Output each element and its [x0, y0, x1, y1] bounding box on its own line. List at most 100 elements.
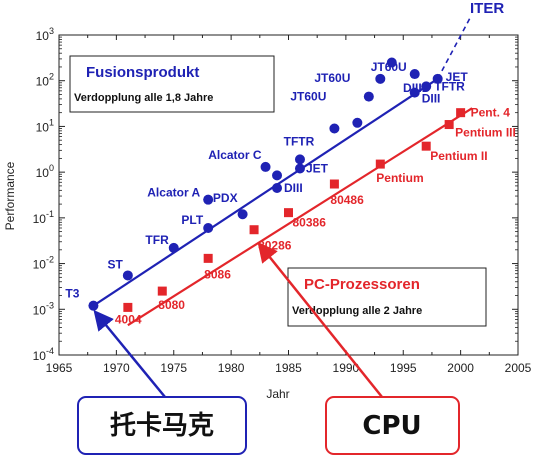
fusion-point	[352, 117, 363, 128]
fusion-point	[409, 69, 420, 80]
fusion-point-label: JT60U	[371, 60, 407, 74]
cpu-legend-subtitle: Verdopplung alle 2 Jahre	[292, 305, 422, 317]
cpu-point	[444, 120, 454, 130]
fusion-point-label: JET	[306, 162, 329, 176]
y-tick-exponent: 2	[49, 72, 54, 82]
fusion-point	[294, 163, 305, 174]
x-tick-label: 1985	[275, 361, 302, 375]
fusion-point-label: JT60U	[290, 90, 326, 104]
cpu-point	[329, 179, 339, 189]
y-tick-label: 10-3	[33, 300, 54, 317]
fusion-point	[203, 222, 214, 233]
y-tick-exponent: -4	[46, 346, 54, 356]
fusion-point	[272, 170, 283, 181]
cpu-point-label: 80386	[293, 216, 327, 230]
x-tick-label: 1990	[333, 361, 360, 375]
x-axis-title: Jahr	[266, 387, 289, 401]
y-tick-base: 10	[36, 29, 50, 43]
fusion-trend-line	[92, 77, 439, 307]
y-tick-base: 10	[33, 258, 47, 272]
y-tick-exponent: -1	[46, 209, 54, 219]
cpu-callout-label: CPU	[362, 411, 421, 441]
cpu-point-label: 8080	[158, 298, 185, 312]
tokamak-callout-box	[77, 396, 247, 455]
fusion-point	[329, 123, 340, 134]
fusion-point	[260, 161, 271, 172]
y-tick-exponent: -3	[46, 300, 54, 310]
cpu-trend-line	[127, 107, 473, 327]
fusion-legend-box	[69, 55, 275, 113]
y-tick-label: 103	[36, 26, 54, 43]
fusion-annotation: DIIID	[403, 81, 431, 95]
cpu-legend-box	[287, 267, 487, 327]
cpu-point-label: 4004	[115, 312, 142, 326]
fusion-point	[203, 194, 214, 205]
fusion-point	[294, 154, 305, 165]
fusion-point	[432, 73, 443, 84]
y-tick-base: 10	[36, 75, 50, 89]
y-tick-base: 10	[33, 303, 47, 317]
fusion-point	[272, 182, 283, 193]
y-tick-base: 10	[33, 212, 47, 226]
fusion-point-label: T3	[65, 287, 79, 301]
cpu-series: 400480808086802868038680486PentiumPentiu…	[115, 106, 516, 327]
fusion-point-label: DIII	[284, 181, 303, 195]
fusion-point	[363, 91, 374, 102]
cpu-point-label: 8086	[204, 267, 231, 281]
y-tick-label: 10-4	[33, 346, 54, 363]
fusion-legend-title: Fusionsprodukt	[86, 64, 199, 81]
y-tick-label: 102	[36, 72, 54, 89]
fusion-point	[237, 209, 248, 220]
fusion-point-label: TFTR	[434, 79, 465, 93]
y-tick-label: 101	[36, 117, 54, 134]
fusion-point	[375, 73, 386, 84]
fusion-point-label: DIII	[422, 92, 441, 106]
fusion-point-label: PDX	[213, 191, 238, 205]
y-tick-base: 10	[33, 349, 47, 363]
tokamak-callout-arrow	[93, 309, 166, 398]
y-tick-label: 10-2	[33, 255, 54, 272]
fusion-point-label: TFR	[145, 233, 169, 247]
y-tick-base: 10	[36, 166, 50, 180]
x-tick-label: 1980	[218, 361, 245, 375]
iter-label: ITER	[470, 0, 504, 17]
tokamak-callout-label: 托卡马克	[110, 411, 214, 441]
x-tick-label: 1965	[46, 361, 73, 375]
x-tick-label: 1995	[390, 361, 417, 375]
cpu-point	[284, 208, 293, 218]
cpu-point-label: 80486	[330, 193, 364, 207]
fusion-point	[122, 270, 133, 281]
fusion-point-label: PLT	[181, 213, 203, 227]
y-tick-exponent: -2	[46, 255, 54, 265]
fusion-point	[421, 81, 432, 92]
iter-projection-line	[436, 17, 471, 80]
cpu-callout-arrow	[257, 241, 383, 398]
cpu-point-label: Pentium II	[430, 149, 487, 163]
x-tick-label: 1970	[103, 361, 130, 375]
x-tick-label: 2000	[447, 361, 474, 375]
cpu-point	[123, 302, 133, 312]
y-tick-exponent: 0	[49, 163, 54, 173]
y-axis-title: Performance	[3, 161, 17, 230]
cpu-point-label: Pentium	[376, 171, 423, 185]
y-tick-label: 100	[36, 163, 54, 180]
y-tick-base: 10	[36, 120, 50, 134]
y-tick-exponent: 3	[49, 26, 54, 36]
fusion-point	[409, 87, 420, 98]
fusion-legend-subtitle: Verdopplung alle 1,8 Jahre	[74, 92, 213, 104]
fusion-point-label: Alcator A	[147, 186, 200, 200]
cpu-point	[421, 141, 431, 151]
fusion-point-label: TFTR	[284, 134, 315, 148]
cpu-point	[375, 159, 385, 169]
cpu-point-label: Pentium III	[455, 126, 516, 140]
x-tick-label: 2005	[505, 361, 532, 375]
fusion-annotation: JT60U	[314, 71, 350, 85]
fusion-point-label: JET	[446, 70, 469, 84]
fusion-point-label: ST	[108, 257, 124, 271]
fusion-point-label: Alcator C	[208, 148, 262, 162]
axis-ticks	[58, 34, 519, 356]
fusion-point	[168, 242, 179, 253]
